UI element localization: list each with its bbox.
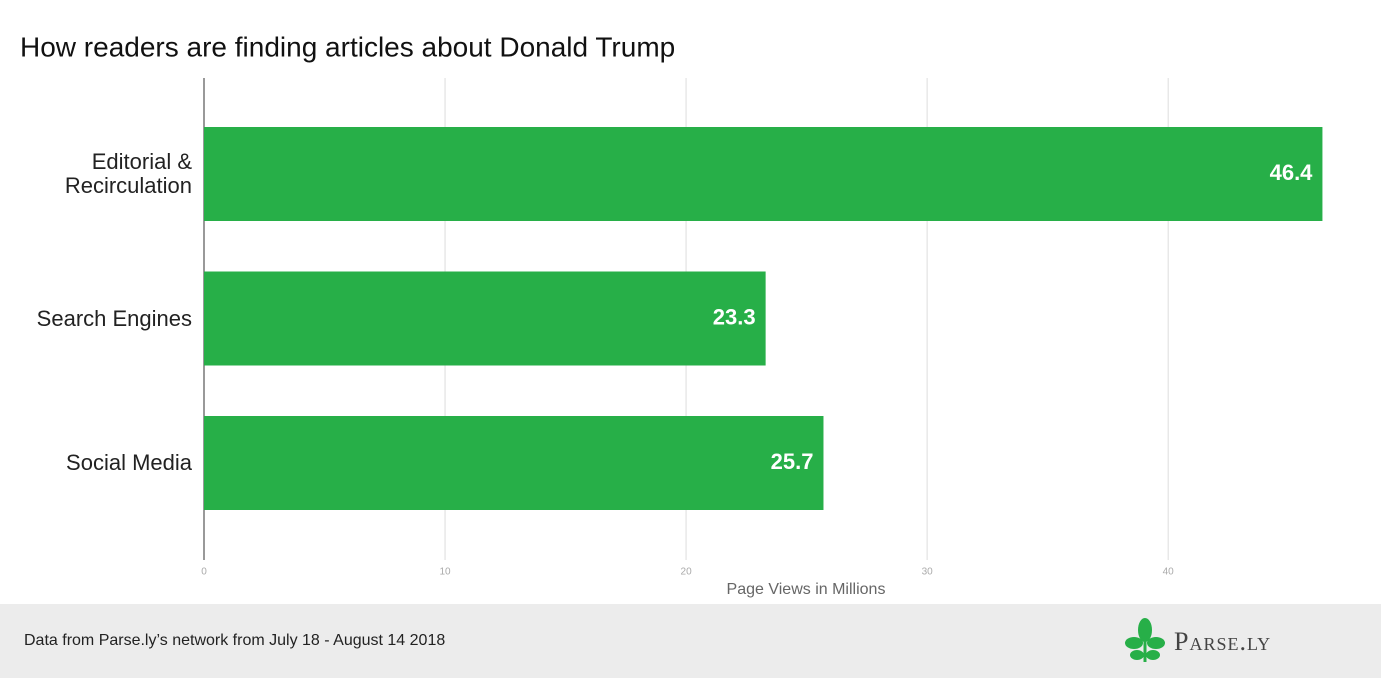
y-tick-label: Editorial & Recirculation (64, 149, 192, 198)
logo-icon (1125, 618, 1165, 662)
x-tick-label: 20 (681, 567, 693, 578)
y-tick-label: Search Engines (36, 305, 192, 331)
chart-title: How readers are finding articles about D… (20, 31, 675, 62)
value-label: 25.7 (771, 449, 814, 474)
x-tick-label: 10 (439, 567, 451, 578)
value-label: 23.3 (713, 304, 756, 329)
bar (204, 416, 824, 510)
x-tick-label: 0 (201, 567, 207, 578)
x-tick-label: 40 (1163, 567, 1175, 578)
x-axis-title: Page Views in Millions (727, 581, 886, 598)
y-tick-label: Social Media (66, 450, 192, 475)
logo-text: Parse.ly (1174, 627, 1271, 656)
bar (204, 271, 766, 366)
bar (204, 127, 1323, 221)
value-label: 46.4 (1270, 160, 1314, 185)
x-tick-label: 30 (922, 567, 934, 578)
footer-note: Data from Parse.ly’s network from July 1… (24, 632, 445, 649)
